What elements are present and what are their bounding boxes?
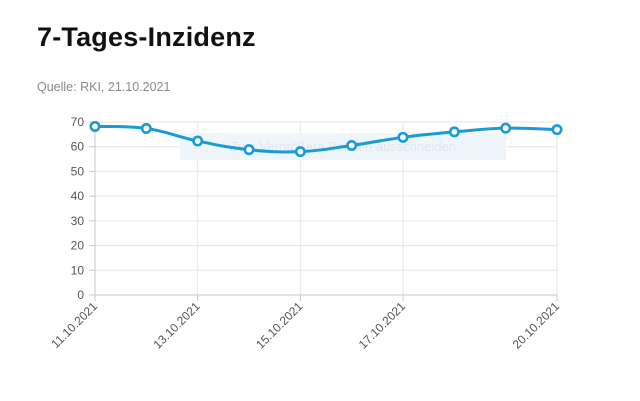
data-point[interactable] <box>397 131 409 143</box>
y-tick-label: 10 <box>71 263 85 277</box>
series-points[interactable] <box>89 120 563 158</box>
series-line <box>94 124 558 154</box>
data-point[interactable] <box>346 139 358 151</box>
data-point[interactable] <box>89 120 101 132</box>
data-point[interactable] <box>551 124 563 136</box>
y-tick-label: 20 <box>71 239 85 253</box>
x-tick-label: 20.10.2021 <box>510 299 563 352</box>
y-tick-label: 50 <box>71 164 85 178</box>
x-tick-label: 17.10.2021 <box>356 299 409 352</box>
chart-axes <box>94 122 557 296</box>
page-title: 7-Tages-Inzidenz <box>37 22 256 52</box>
data-point[interactable] <box>192 135 204 147</box>
y-tick-label: 70 <box>71 115 85 129</box>
data-point[interactable] <box>448 126 460 138</box>
x-axis-ticks: 11.10.2021 13.10.2021 15.10.2021 17.10.2021… <box>48 295 562 352</box>
y-tick-label: 40 <box>71 189 85 203</box>
data-point[interactable] <box>500 122 512 134</box>
data-point[interactable] <box>294 146 306 158</box>
data-point[interactable] <box>140 122 152 134</box>
x-tick-label: 13.10.2021 <box>150 299 203 352</box>
x-tick-label: 15.10.2021 <box>253 299 306 352</box>
y-tick-label: 0 <box>77 288 84 302</box>
y-axis-ticks: 0 10 20 30 40 50 60 70 <box>71 115 95 302</box>
y-tick-label: 60 <box>71 140 85 154</box>
data-point[interactable] <box>243 144 255 156</box>
x-tick-label: 11.10.2021 <box>48 299 100 351</box>
source-caption: Quelle: RKI, 21.10.2021 <box>37 80 171 94</box>
y-tick-label: 30 <box>71 214 85 228</box>
